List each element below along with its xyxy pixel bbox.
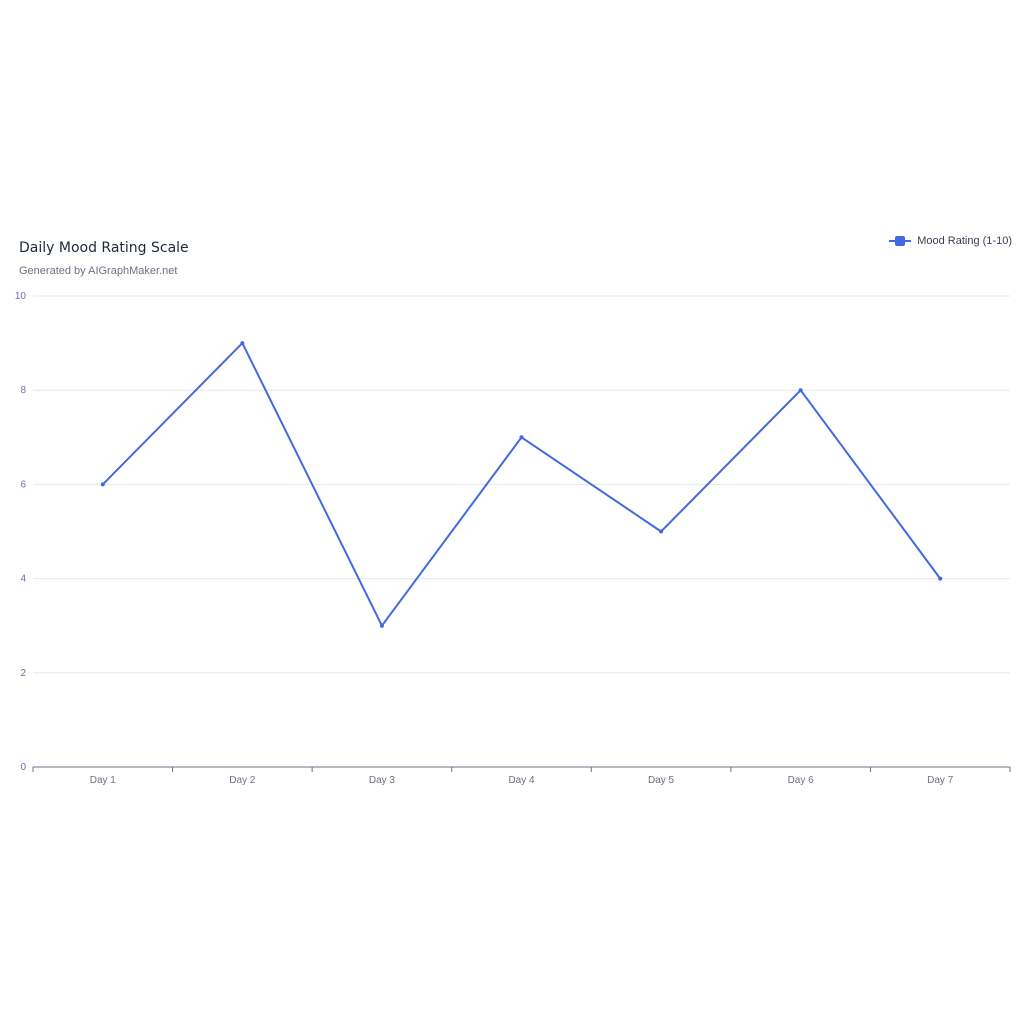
legend-box — [895, 236, 906, 246]
y-tick-label: 8 — [20, 385, 26, 396]
y-tick-label: 10 — [15, 291, 27, 302]
data-point — [519, 435, 524, 440]
x-tick-label: Day 4 — [508, 775, 535, 786]
y-tick-label: 4 — [20, 574, 26, 585]
y-tick-label: 2 — [20, 668, 26, 679]
legend-swatch-icon — [889, 235, 912, 247]
chart-title: Daily Mood Rating Scale — [19, 240, 189, 256]
x-tick-label: Day 7 — [927, 775, 954, 786]
chart-subtitle: Generated by AIGraphMaker.net — [19, 265, 178, 277]
y-tick-label: 0 — [20, 762, 26, 773]
data-point — [798, 388, 803, 393]
data-point — [659, 529, 664, 534]
data-point — [240, 341, 245, 346]
x-tick-label: Day 6 — [788, 775, 815, 786]
data-point — [379, 623, 384, 628]
x-tick-label: Day 5 — [648, 775, 675, 786]
legend[interactable]: Mood Rating (1-10) — [889, 235, 1012, 247]
y-tick-label: 6 — [20, 479, 26, 490]
x-tick-label: Day 1 — [90, 775, 117, 786]
x-tick-label: Day 3 — [369, 775, 396, 786]
legend-label: Mood Rating (1-10) — [917, 235, 1012, 247]
data-point — [938, 576, 943, 581]
x-tick-label: Day 2 — [229, 775, 256, 786]
data-point — [100, 482, 105, 487]
